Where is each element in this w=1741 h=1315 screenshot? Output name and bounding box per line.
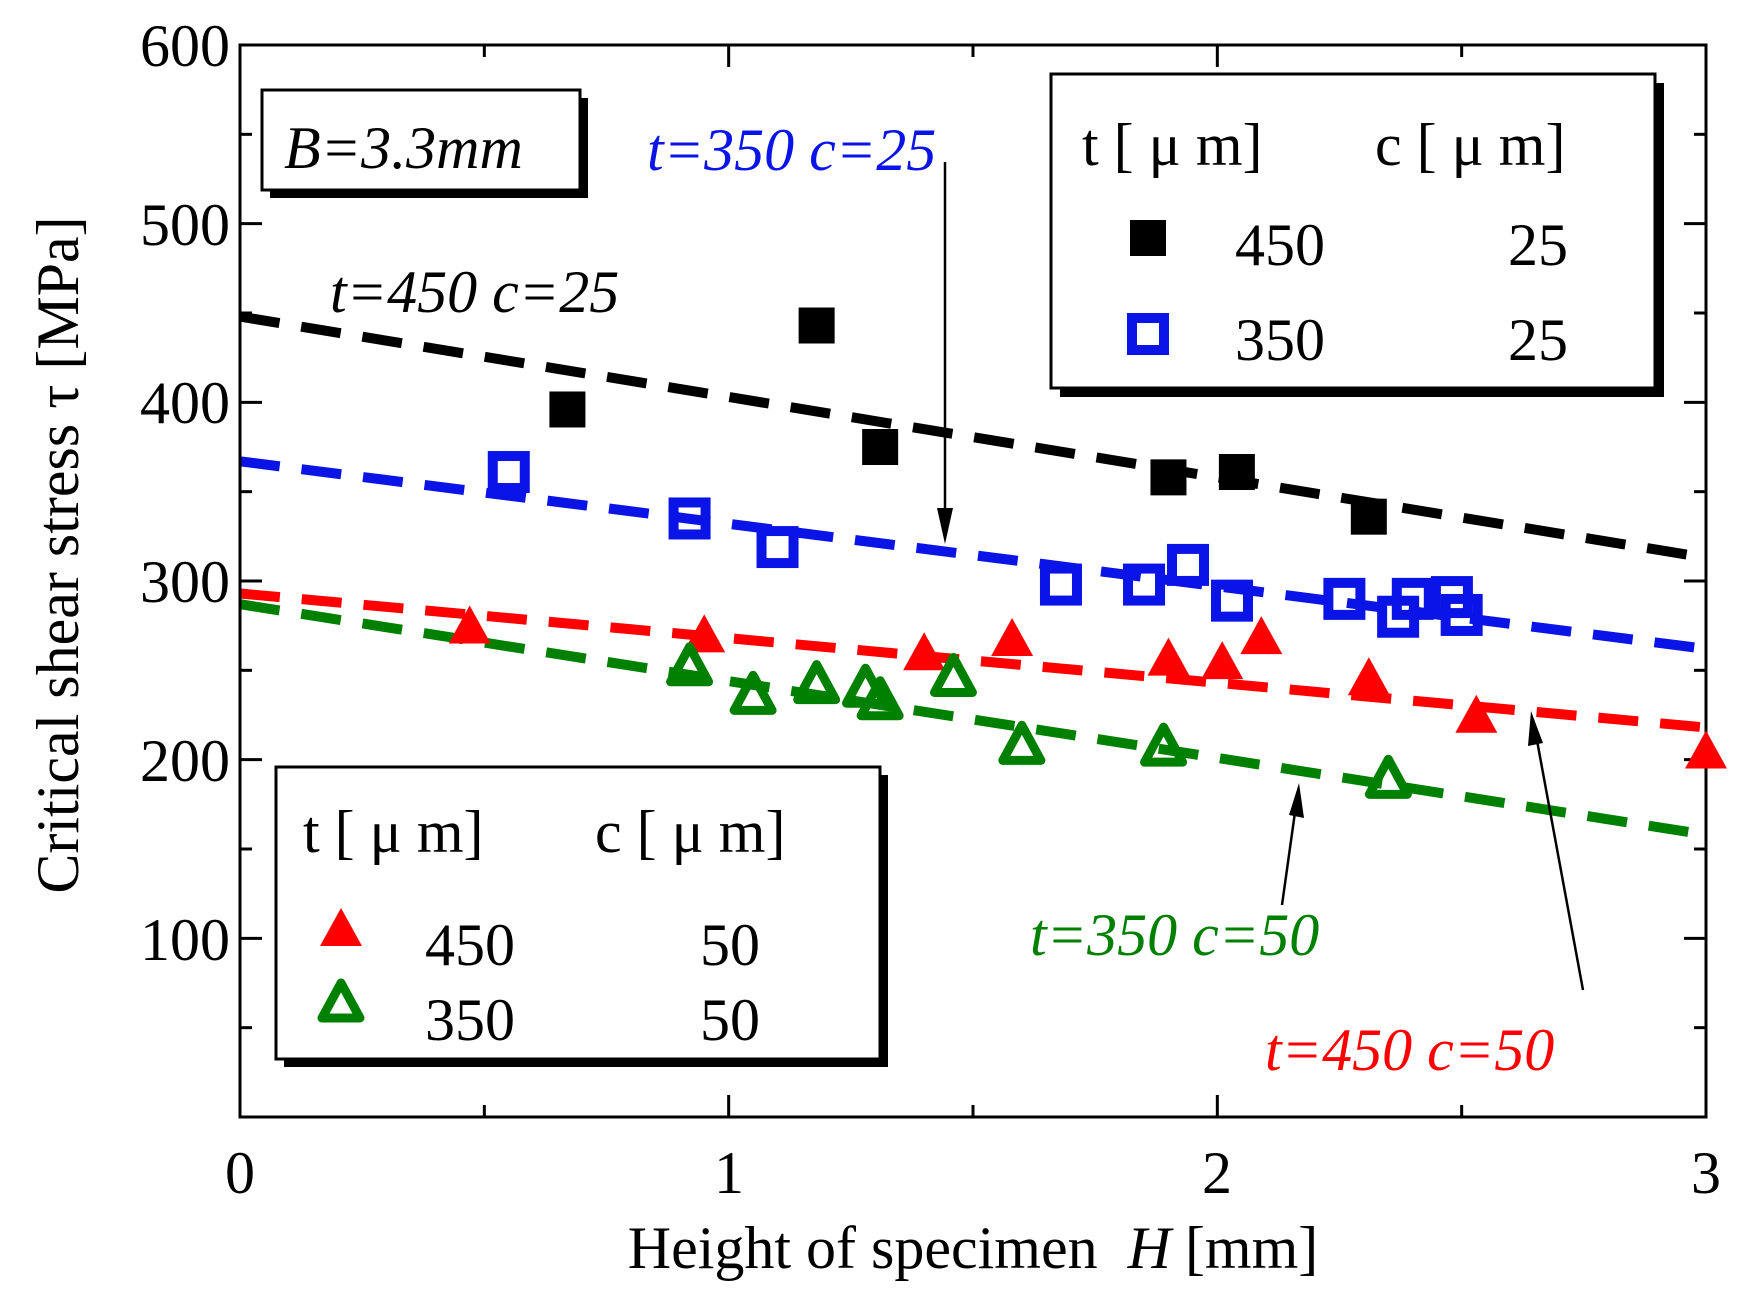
- arrow-t450-c50: [1534, 734, 1585, 991]
- data-markers: [448, 307, 1727, 799]
- legend-upper-row1-t: 350: [1235, 307, 1325, 373]
- legend-lower-row0-c: 50: [700, 912, 760, 978]
- arrowhead-t350-c50: [1289, 783, 1304, 818]
- y-tick-label: 200: [140, 728, 230, 794]
- data-point-series-2: [1347, 657, 1390, 696]
- x-axis-label: Height of specimen H [mm]: [628, 1215, 1319, 1281]
- data-point-series-1: [1167, 543, 1210, 586]
- legend-upper-header-t: t [ μ m]: [1082, 112, 1262, 178]
- data-point-series-1: [1039, 563, 1082, 606]
- x-tick-labels: 0 1 2 3: [225, 1140, 1721, 1206]
- data-point-series-1: [1323, 577, 1366, 620]
- legend-upper-row1-c: 25: [1508, 307, 1568, 373]
- data-point-series-3: [856, 676, 904, 721]
- fit-line-series-2: [239, 588, 1707, 733]
- x-axis-label-text: Height of specimen: [628, 1215, 1098, 1281]
- legend-marker-t350-c25: [1127, 313, 1169, 355]
- data-point-series-0: [1150, 459, 1187, 496]
- data-point-series-1: [756, 526, 799, 569]
- condition-label: B=3.3mm: [260, 88, 588, 198]
- data-point-series-2: [1147, 637, 1190, 676]
- y-tick-labels: 100 200 300 400 500 600: [140, 13, 230, 973]
- data-point-series-3: [998, 720, 1046, 765]
- data-point-series-3: [793, 660, 841, 705]
- data-point-series-0: [549, 391, 586, 428]
- data-point-series-3: [929, 652, 977, 697]
- x-tick-label: 1: [714, 1140, 744, 1206]
- condition-label-box: [260, 88, 582, 192]
- data-point-series-2: [448, 605, 491, 644]
- data-point-series-3: [729, 670, 777, 715]
- annotation-t450-c25: t=450 c=25: [330, 259, 619, 325]
- data-point-series-2: [903, 632, 946, 671]
- legend-lower-row0-t: 450: [425, 912, 515, 978]
- data-point-series-2: [1201, 641, 1244, 680]
- x-axis-label-unit: [mm]: [1185, 1215, 1318, 1281]
- y-tick-label: 100: [140, 907, 230, 973]
- data-point-series-3: [1140, 722, 1188, 767]
- data-point-series-0: [1218, 454, 1255, 491]
- legend-marker-t450-c25: [1130, 220, 1166, 256]
- legend-lower: t [ μ m] c [ μ m] 450 50 350 50: [274, 765, 888, 1067]
- legend-lower-row1-t: 350: [425, 987, 515, 1053]
- annotation-t450-c50: t=450 c=50: [1265, 1017, 1554, 1083]
- legend-lower-box: [274, 765, 882, 1061]
- data-point-series-1: [1210, 579, 1253, 622]
- data-point-series-2: [1455, 694, 1498, 733]
- y-tick-label: 600: [140, 13, 230, 79]
- y-axis-label: Critical shear stress τ [MPa]: [25, 216, 91, 893]
- legend-lower-header-c: c [ μ m]: [595, 799, 785, 865]
- legend-marker-t450-c50: [320, 908, 362, 946]
- y-tick-label: 500: [140, 192, 230, 258]
- data-point-series-3: [666, 642, 714, 687]
- y-tick-label: 300: [140, 549, 230, 615]
- legend-marker-t350-c50: [317, 978, 365, 1023]
- y-tick-label: 400: [140, 370, 230, 436]
- legend-upper-row0-t: 450: [1235, 212, 1325, 278]
- data-point-series-3: [1364, 754, 1412, 799]
- data-point-series-2: [1240, 616, 1283, 655]
- x-axis-label-var: H: [1127, 1215, 1175, 1281]
- data-point-series-1: [1440, 593, 1483, 636]
- data-point-series-1: [1123, 563, 1166, 606]
- condition-label-text: B=3.3mm: [284, 115, 523, 181]
- x-tick-label: 0: [225, 1140, 255, 1206]
- data-point-series-2: [683, 614, 726, 653]
- legend-lower-header-t: t [ μ m]: [303, 799, 483, 865]
- arrow-t350-c50: [1280, 804, 1298, 906]
- arrowhead-t350-c25: [937, 508, 953, 544]
- arrowhead-t450-c50: [1528, 711, 1543, 746]
- legend-lower-row1-c: 50: [700, 987, 760, 1053]
- data-point-series-2: [1685, 730, 1727, 769]
- data-point-series-2: [991, 617, 1034, 656]
- annotation-t350-c50: t=350 c=50: [1030, 902, 1319, 968]
- annotation-t350-c25: t=350 c=25: [647, 117, 936, 183]
- data-point-series-1: [668, 497, 711, 540]
- data-point-series-0: [798, 307, 835, 344]
- x-tick-label: 2: [1202, 1140, 1232, 1206]
- legend-upper: t [ μ m] c [ μ m] 450 25 350 25: [1049, 72, 1664, 397]
- data-point-series-0: [862, 429, 899, 465]
- x-tick-label: 3: [1691, 1140, 1721, 1206]
- callout-arrows: [937, 162, 1585, 991]
- data-point-series-0: [1350, 498, 1387, 535]
- data-point-series-1: [487, 451, 530, 494]
- legend-upper-header-c: c [ μ m]: [1375, 112, 1565, 178]
- data-point-series-1: [1391, 577, 1434, 620]
- legend-upper-row0-c: 25: [1508, 212, 1568, 278]
- fit-line-series-1: [239, 456, 1707, 654]
